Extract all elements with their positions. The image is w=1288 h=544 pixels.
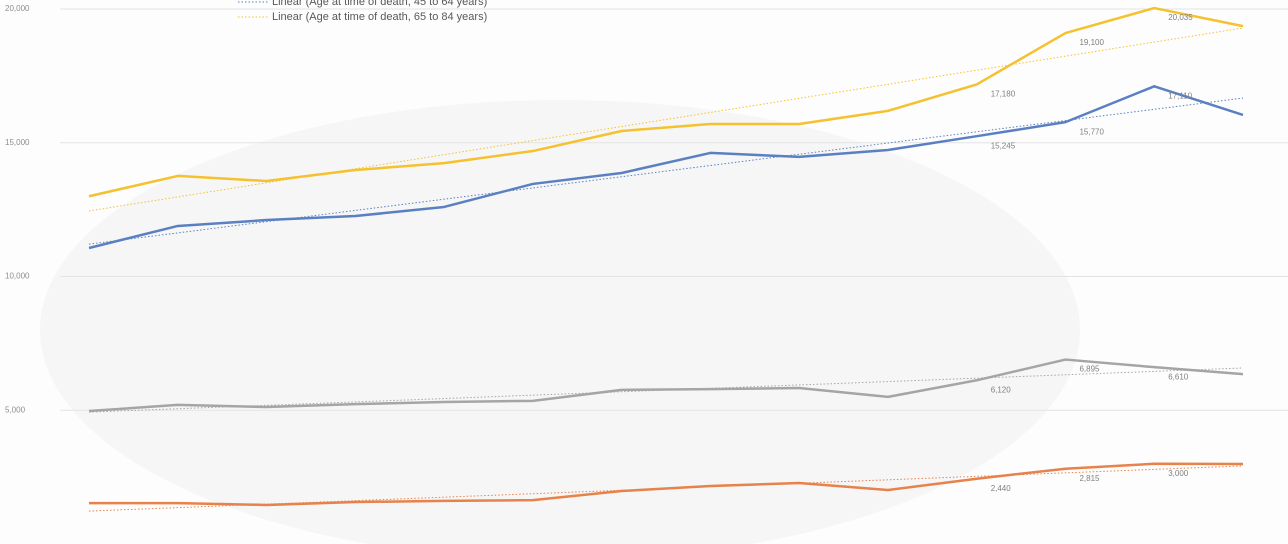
data-label: 2,815	[1079, 474, 1100, 483]
plot-area: 17,180 19,100 20,035 15,245 15,770 17,110 6,12…	[88, 6, 1244, 512]
data-label: 19,100	[1079, 38, 1104, 47]
background-sketch	[40, 100, 1080, 544]
grid: 5,000 10,000 15,000 20,000	[5, 4, 1288, 414]
data-label: 3,000	[1168, 469, 1189, 478]
legend: Linear (Age at time of death, 45 to 64 y…	[238, 0, 487, 23]
data-label: 2,440	[991, 484, 1012, 493]
trendline	[88, 27, 1244, 212]
y-tick-label: 5,000	[5, 405, 26, 414]
legend-label: Linear (Age at time of death, 65 to 84 y…	[272, 11, 487, 23]
data-label: 17,110	[1168, 91, 1192, 100]
series-line	[88, 6, 1244, 198]
data-label: 15,245	[991, 141, 1016, 150]
data-label: 17,180	[991, 90, 1016, 99]
series-line	[89, 462, 1244, 507]
data-label: 6,610	[1168, 372, 1189, 381]
series-line	[88, 85, 1244, 250]
data-label: 6,120	[991, 385, 1012, 394]
y-tick-label: 15,000	[5, 138, 30, 147]
series-line	[88, 358, 1244, 413]
data-label: 15,770	[1079, 127, 1104, 136]
y-tick-label: 10,000	[5, 272, 30, 281]
legend-label: Linear (Age at time of death, 45 to 64 y…	[272, 0, 487, 8]
data-label: 6,895	[1079, 365, 1100, 374]
y-tick-label: 20,000	[5, 4, 30, 13]
data-label: 20,035	[1168, 13, 1193, 22]
